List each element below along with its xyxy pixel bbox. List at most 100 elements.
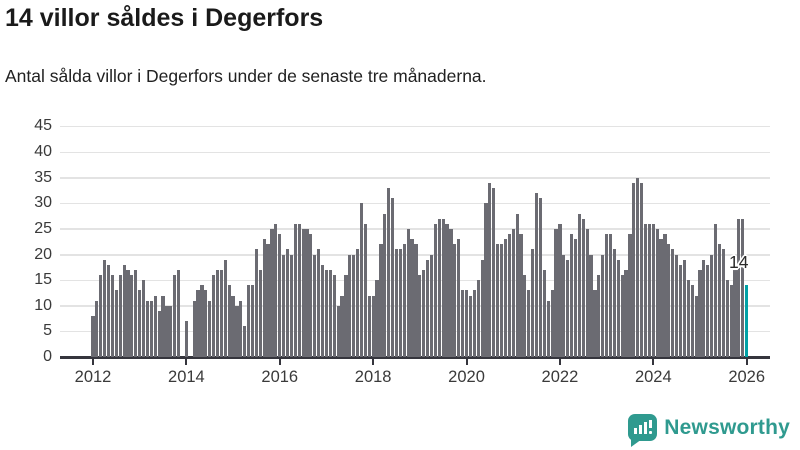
x-axis-baseline: [60, 356, 770, 359]
bar: [317, 249, 321, 357]
bar: [706, 264, 710, 357]
gridline-y40: [60, 151, 770, 154]
bar: [91, 316, 95, 357]
bar: [581, 218, 585, 357]
bar: [573, 239, 578, 357]
y-axis-label-25: 25: [34, 219, 52, 237]
bar: [597, 275, 601, 357]
bar: [387, 187, 391, 357]
bar: [593, 290, 597, 357]
bar: [106, 264, 111, 357]
bar: [219, 269, 223, 357]
bar: [141, 280, 146, 357]
bar: [313, 254, 317, 357]
bar: [566, 259, 570, 357]
bar: [285, 249, 290, 357]
highlighted-bar: [745, 285, 749, 357]
bar: [110, 275, 115, 357]
gridline-y25: [60, 228, 770, 230]
newsworthy-logo: Newsworthy: [628, 414, 790, 447]
chart-subtitle: Antal sålda villor i Degerfors under de …: [5, 66, 487, 86]
bar: [515, 213, 519, 357]
bar: [149, 300, 153, 357]
bar: [394, 249, 399, 357]
x-axis-label-2014: 2014: [168, 368, 205, 386]
bar: [694, 295, 698, 357]
bar: [161, 295, 165, 357]
x-axis-tick-2024: [652, 358, 655, 365]
bar: [445, 223, 449, 357]
bar: [348, 254, 352, 357]
bar: [153, 295, 157, 357]
bar: [114, 290, 118, 357]
bar: [247, 285, 251, 357]
bar: [266, 244, 270, 357]
bar: [184, 321, 188, 357]
bar: [655, 228, 659, 357]
bar: [632, 182, 636, 357]
bar: [558, 223, 562, 357]
x-axis-label-2020: 2020: [448, 368, 485, 386]
bar: [484, 203, 488, 357]
bar: [414, 244, 418, 357]
bar: [406, 228, 410, 357]
bar: [534, 193, 539, 357]
bar: [130, 275, 134, 357]
bar: [145, 300, 150, 357]
bar: [352, 254, 356, 357]
x-axis-tick-2014: [185, 358, 188, 365]
bar: [383, 213, 387, 357]
bar: [550, 290, 554, 357]
bar: [531, 249, 535, 357]
bar: [675, 254, 679, 357]
bar: [254, 249, 258, 357]
logo-bar-icon: [639, 425, 643, 434]
last-value-annotation: 14: [729, 252, 749, 272]
bar: [620, 275, 624, 357]
gridline-y45: [60, 125, 770, 128]
bar: [659, 239, 663, 357]
bar: [103, 259, 107, 357]
bar: [297, 223, 301, 357]
bar: [235, 305, 239, 357]
bar: [737, 218, 741, 357]
bar: [527, 290, 531, 357]
bar: [293, 223, 297, 357]
bar: [410, 239, 414, 357]
bar: [651, 223, 655, 357]
bar: [200, 285, 204, 357]
bar: [340, 295, 344, 357]
bar: [426, 259, 430, 357]
bar: [223, 259, 227, 357]
bar: [468, 295, 472, 357]
x-axis-tick-2020: [465, 358, 468, 365]
bar: [243, 326, 247, 357]
bar: [488, 182, 492, 357]
bar: [332, 275, 336, 357]
bar: [320, 264, 325, 357]
bar: [157, 310, 161, 357]
logo-exclamation-dot-icon: [649, 431, 653, 434]
bar: [359, 203, 364, 357]
bar: [274, 223, 278, 357]
gridline-y35: [60, 177, 770, 179]
bar: [99, 275, 103, 357]
bar: [519, 234, 523, 357]
bar: [686, 280, 690, 357]
x-axis-tick-2012: [92, 358, 94, 365]
y-axis-label-35: 35: [34, 168, 52, 186]
x-axis-label-2024: 2024: [634, 368, 672, 386]
bar: [227, 285, 231, 357]
bar: [270, 228, 274, 357]
y-axis-label-5: 5: [43, 322, 52, 340]
y-axis-label-20: 20: [34, 245, 52, 263]
bar: [212, 275, 216, 357]
bar: [441, 218, 445, 357]
bar: [95, 300, 99, 357]
bar: [371, 295, 375, 357]
bar: [379, 244, 383, 357]
logo-speech-tail: [631, 439, 643, 447]
bar: [208, 300, 212, 357]
